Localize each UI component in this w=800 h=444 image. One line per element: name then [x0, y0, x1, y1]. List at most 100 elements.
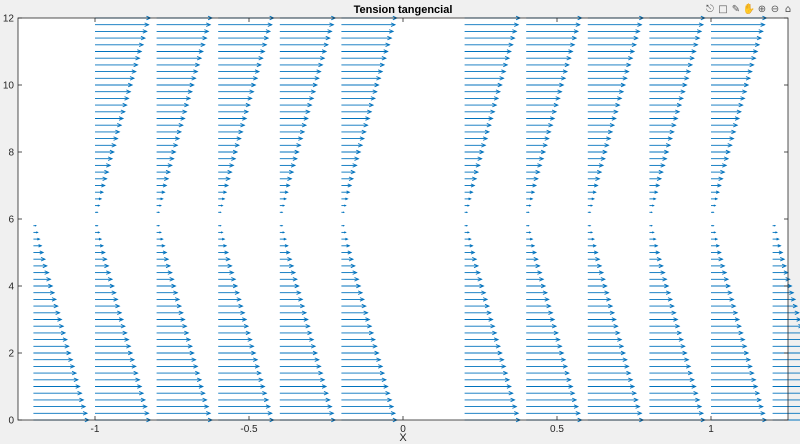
vector-arrowhead [189, 350, 195, 356]
vector-arrowhead [589, 211, 592, 214]
vector-arrowhead [284, 190, 289, 194]
vector-arrowhead [571, 397, 578, 403]
vector-arrowhead [379, 370, 386, 376]
vector-arrowhead [182, 323, 188, 329]
vector-arrowhead [282, 231, 286, 234]
vector-arrowhead [285, 183, 291, 188]
vector-arrowhead [564, 370, 570, 376]
vector-field [33, 15, 800, 423]
vector-arrowhead [292, 277, 298, 282]
vector-arrowhead [633, 397, 639, 403]
y-tick-label: 10 [3, 81, 15, 92]
vector-arrowhead [368, 102, 375, 108]
vector-arrowhead [561, 357, 567, 362]
vector-arrowhead [618, 89, 625, 94]
vector-arrowhead [198, 384, 205, 389]
x-tick-label: 0 [400, 424, 406, 435]
vector-arrowhead [684, 357, 690, 362]
vector-arrowhead [731, 129, 737, 135]
vector-arrowhead [669, 129, 675, 135]
vector-arrowhead [723, 277, 730, 282]
vector-arrowhead [774, 224, 777, 227]
zoom-in-icon[interactable]: ⊕ [757, 4, 767, 15]
vector-arrowhead [466, 211, 469, 214]
vector-arrowhead [173, 290, 179, 295]
vector-arrowhead [96, 224, 99, 227]
vector-arrowhead [613, 323, 619, 329]
vector-arrowhead [104, 169, 110, 175]
vector-arrowhead [195, 370, 201, 376]
vector-arrowhead [606, 297, 612, 302]
vector-arrowhead [592, 244, 597, 248]
vector-arrowhead [589, 224, 592, 227]
vector-arrowhead [529, 197, 534, 201]
vector-arrowhead [242, 116, 248, 121]
vector-arrowhead [347, 183, 353, 188]
vector-arrowhead [345, 237, 349, 241]
vector-arrowhead [475, 270, 481, 275]
vector-arrowhead [749, 370, 755, 376]
export-icon[interactable]: ⎋ [706, 4, 714, 15]
vector-arrowhead [664, 283, 670, 289]
home-icon[interactable]: ⌂ [784, 4, 792, 15]
vector-arrowhead [531, 244, 536, 248]
axes-toolbar: ⎋ □ ✎ ✋ ⊕ ⊖ ⌂ [704, 3, 794, 17]
pan-icon[interactable]: ✋ [742, 4, 756, 15]
vector-arrowhead [698, 22, 705, 27]
vector-arrowhead [223, 190, 228, 194]
zoom-out-icon[interactable]: ⊖ [770, 4, 780, 15]
vector-arrowhead [660, 270, 666, 275]
vector-arrowhead [117, 122, 123, 128]
vector-arrowhead [106, 270, 112, 275]
vector-arrowhead [725, 283, 732, 289]
vector-arrowhead [466, 224, 469, 227]
vector-arrowhead [780, 256, 786, 262]
vector-arrowhead [350, 169, 356, 175]
vector-arrowhead [687, 370, 694, 376]
vector-arrowhead [253, 76, 259, 81]
vector-arrowhead [385, 390, 391, 396]
vector-arrowhead [539, 277, 545, 282]
vector-arrowhead [575, 411, 581, 416]
vector-arrowhead [107, 156, 114, 161]
vector-arrowhead [111, 143, 117, 148]
vector-arrowhead [665, 143, 672, 148]
vector-arrowhead [664, 149, 670, 155]
vector-arrowhead [691, 384, 697, 389]
vector-arrowhead [138, 390, 145, 396]
vector-arrowhead [469, 244, 474, 248]
vector-arrowhead [570, 390, 576, 396]
vector-arrowhead [98, 197, 103, 201]
vector-arrowhead [546, 303, 552, 309]
vector-arrowhead [745, 76, 752, 81]
vector-arrowhead [376, 76, 382, 81]
vector-arrowhead [542, 143, 549, 148]
vector-arrowhead [159, 231, 162, 234]
vector-arrowhead [575, 22, 581, 27]
vector-arrowhead [506, 384, 513, 389]
vector-arrowhead [220, 231, 224, 234]
vector-arrowhead [122, 102, 128, 108]
vector-arrowhead [307, 102, 313, 108]
vector-arrowhead [794, 310, 800, 316]
data-tips-icon[interactable]: □ [718, 4, 728, 15]
vector-arrowhead [49, 290, 56, 295]
vector-arrowhead [676, 102, 683, 108]
vector-arrowhead [247, 337, 253, 342]
brush-icon[interactable]: ✎ [731, 4, 741, 15]
vector-arrowhead [202, 35, 208, 41]
vector-arrowhead [98, 237, 103, 241]
x-axis-ticks: -1 -0.5 0 0.5 1 [91, 18, 714, 435]
vector-arrowhead [39, 250, 45, 255]
vector-arrowhead [653, 197, 657, 201]
vector-arrowhead [249, 89, 255, 94]
vector-arrowhead [316, 69, 322, 74]
vector-arrowhead [329, 22, 335, 27]
vector-arrowhead [176, 129, 183, 135]
vector-arrowhead [535, 263, 541, 269]
vector-arrowhead [267, 22, 273, 27]
vector-arrowhead [568, 384, 574, 389]
vector-arrowhead [789, 290, 795, 295]
vector-arrowhead [357, 143, 364, 148]
vector-arrowhead [137, 49, 143, 54]
